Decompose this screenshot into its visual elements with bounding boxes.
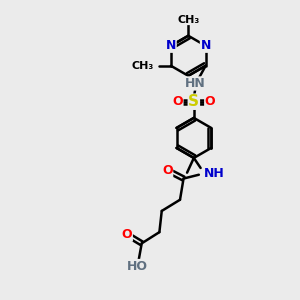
Text: S: S bbox=[188, 94, 199, 109]
Text: CH₃: CH₃ bbox=[131, 61, 153, 71]
Text: O: O bbox=[172, 95, 183, 108]
Text: O: O bbox=[205, 95, 215, 108]
Text: HN: HN bbox=[185, 77, 206, 90]
Text: N: N bbox=[166, 39, 176, 52]
Text: N: N bbox=[200, 39, 211, 52]
Text: O: O bbox=[162, 164, 173, 177]
Text: HO: HO bbox=[127, 260, 148, 272]
Text: O: O bbox=[122, 228, 132, 241]
Text: CH₃: CH₃ bbox=[177, 15, 200, 25]
Text: NH: NH bbox=[204, 167, 225, 180]
